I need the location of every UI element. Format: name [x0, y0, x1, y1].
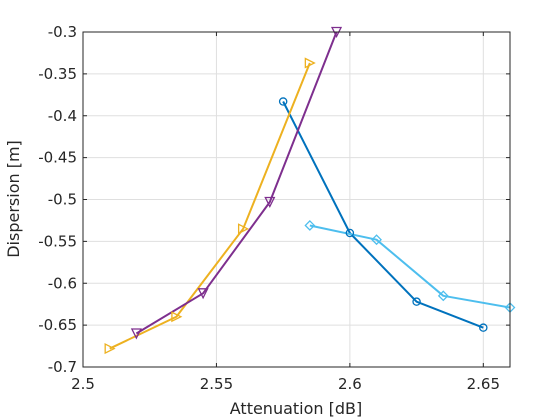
y-tick-label: -0.4 — [48, 107, 77, 125]
series-line-4 — [135, 31, 338, 335]
x-tick-label: 2.5 — [71, 375, 95, 393]
series-line-2 — [309, 224, 511, 309]
y-axis-ticks: -0.7 -0.65 -0.6 -0.55 -0.5 -0.45 -0.4 -0.35 -0.3 — [38, 23, 510, 376]
series-group — [109, 31, 511, 350]
series-2-point — [437, 290, 449, 302]
y-axis-label: Dispersion [m] — [4, 140, 23, 258]
grid — [82, 31, 510, 368]
series-3-point — [237, 223, 250, 235]
y-tick-label: -0.55 — [38, 232, 77, 250]
x-tick-label: 2.6 — [338, 375, 362, 393]
series-2-point — [371, 234, 382, 246]
series-1-point — [412, 297, 421, 306]
series-line-3 — [109, 62, 311, 350]
series-1-point — [479, 323, 488, 332]
series-2-point — [304, 220, 316, 231]
y-tick-label: -0.7 — [48, 358, 77, 376]
series-4-point — [197, 288, 209, 300]
y-tick-label: -0.5 — [48, 191, 77, 209]
series-3-point — [304, 57, 316, 69]
y-tick-label: -0.35 — [38, 65, 77, 83]
y-tick-label: -0.6 — [48, 274, 77, 292]
series-1-point — [345, 228, 355, 238]
y-tick-label: -0.3 — [48, 23, 77, 41]
y-tick-label: -0.45 — [38, 149, 77, 167]
series-4-point — [264, 196, 276, 208]
series-line-1 — [282, 101, 484, 329]
series-3-point — [104, 343, 116, 355]
x-tick-label: 2.55 — [200, 375, 233, 393]
series-1-point — [278, 97, 288, 106]
series-4-point — [130, 328, 142, 340]
x-axis-label: Attenuation [dB] — [230, 399, 363, 418]
series-3-point — [171, 311, 183, 323]
y-tick-label: -0.65 — [38, 316, 77, 334]
x-axis-ticks: 2.5 2.55 2.6 2.65 — [71, 32, 500, 393]
x-tick-label: 2.65 — [467, 375, 500, 393]
